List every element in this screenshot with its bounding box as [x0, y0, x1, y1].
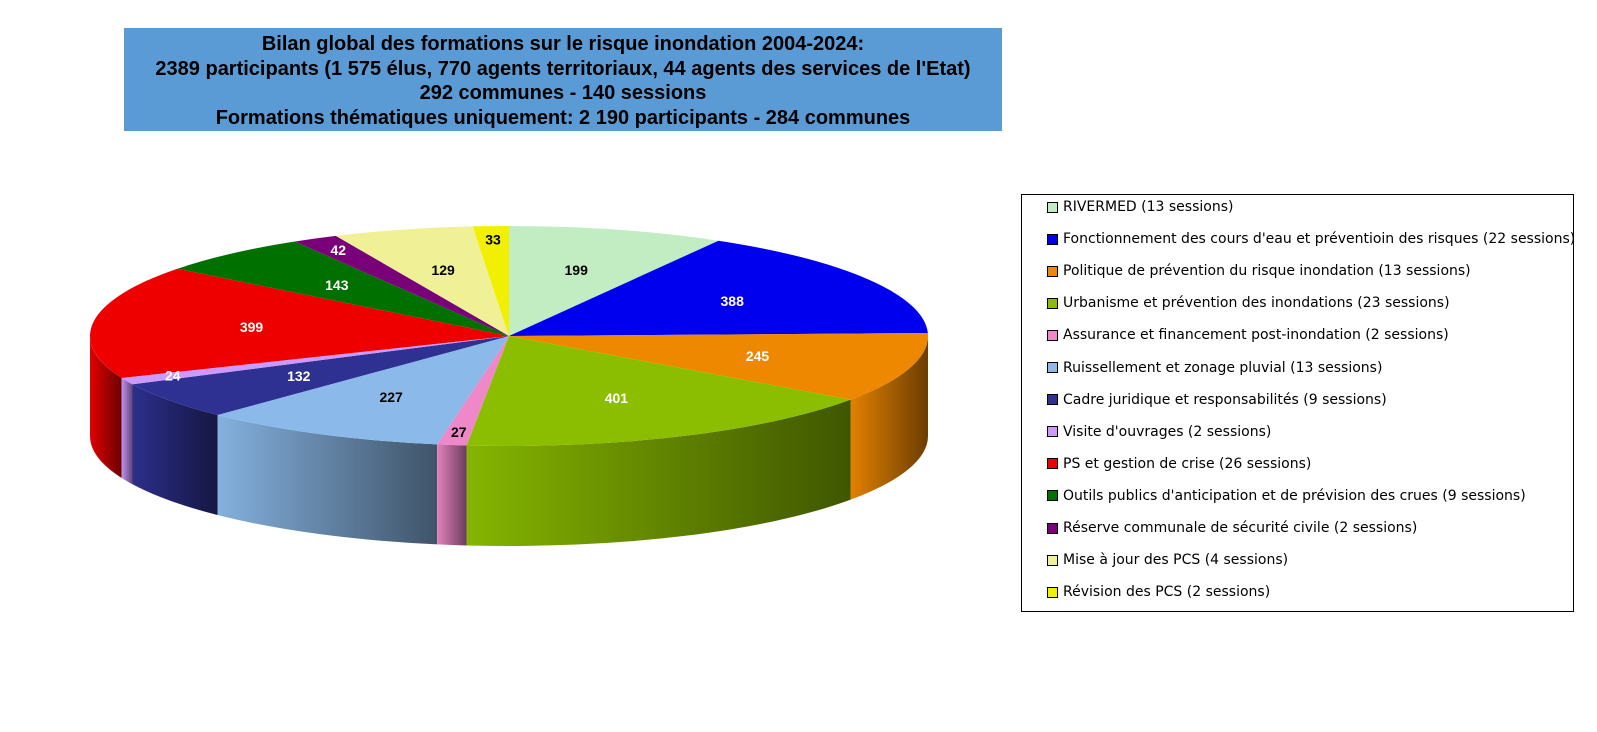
- data-label-rivermed-13-sessions: 199: [565, 262, 589, 278]
- legend-swatch: [1047, 586, 1058, 598]
- legend-item: Visite d'ouvrages (2 sessions): [1047, 422, 1271, 442]
- pie-slice-ruissellement-et-zonage-pluvial-13-sessions: [217, 336, 509, 445]
- legend-item: Mise à jour des PCS (4 sessions): [1047, 550, 1288, 570]
- pie-slice-mise-a-jour-des-pcs-4-sessions: [335, 226, 509, 336]
- pie-slice-revision-des-pcs-2-sessions: [472, 225, 509, 336]
- chart-title-line-1: Bilan global des formations sur le risqu…: [261, 33, 865, 55]
- pie-sides: [90, 336, 928, 547]
- legend-label: Mise à jour des PCS (4 sessions): [1063, 552, 1289, 569]
- pie-side-visite-d-ouvrages-2-sessions: [121, 377, 133, 485]
- legend-swatch: [1047, 362, 1058, 373]
- chart-title-line-2: 2389 participants (1 575 élus, 770 agent…: [155, 57, 971, 80]
- legend-item: Outils publics d'anticipation et de prév…: [1047, 486, 1526, 506]
- data-label-reserve-communale-de-securite-civile-2-sessions: 42: [331, 242, 347, 258]
- pie-side-ps-et-gestion-de-crise-26-sessions: [90, 336, 122, 478]
- data-label-revision-des-pcs-2-sessions: 33: [485, 231, 501, 247]
- pie-labels: 199 388 245 401 27 227 132 24 399 143 42 129 33: [165, 231, 769, 440]
- legend-label: Politique de prévention du risque inonda…: [1063, 263, 1471, 280]
- legend-swatch: [1047, 554, 1058, 566]
- chart-legend: RIVERMED (13 sessions) Fonctionnement des…: [1021, 194, 1575, 612]
- pie-slice-politique-de-prevention-du-risque-inondation-13-sessions: [509, 333, 929, 400]
- legend-swatch: [1047, 490, 1058, 502]
- legend-label: Fonctionnement des cours d'eau et préven…: [1063, 231, 1576, 248]
- chart-title-line-3: 292 communes - 140 sessions: [419, 82, 707, 104]
- legend-label: RIVERMED (13 sessions): [1063, 199, 1234, 215]
- pie-slice-visite-d-ouvrages-2-sessions: [121, 336, 509, 385]
- legend-item: Urbanisme et prévention des inondations …: [1047, 293, 1450, 313]
- legend-item: Cadre juridique et responsabilités (9 se…: [1047, 390, 1387, 410]
- legend-swatch: [1047, 458, 1058, 470]
- legend-swatch: [1047, 522, 1058, 534]
- data-label-ruissellement-et-zonage-pluvial-13-sessions: 227: [379, 389, 403, 405]
- legend-label: Ruissellement et zonage pluvial (13 sess…: [1063, 359, 1383, 376]
- legend-swatch: [1047, 426, 1058, 438]
- legend-label: PS et gestion de crise (26 sessions): [1063, 455, 1312, 472]
- chart-title-box: Bilan global des formations sur le risqu…: [124, 28, 1002, 131]
- legend-label: Urbanisme et prévention des inondations …: [1063, 295, 1450, 312]
- pie-slice-outils-publics-d-anticipation-et-de-prevision-des-crues-9-sessions: [177, 241, 509, 336]
- data-label-cadre-juridique-et-responsabilites-9-sessions: 132: [287, 368, 311, 384]
- legend-item: Ruissellement et zonage pluvial (13 sess…: [1047, 358, 1382, 378]
- legend-item: Réserve communale de sécurité civile (2 …: [1047, 518, 1417, 538]
- legend-label: Cadre juridique et responsabilités (9 se…: [1063, 391, 1387, 408]
- legend-item: RIVERMED (13 sessions): [1047, 197, 1233, 217]
- pie-slice-cadre-juridique-et-responsabilites-9-sessions: [132, 336, 509, 416]
- data-label-outils-publics-d-anticipation-et-de-prevision-des-crues-9-sessions: 143: [325, 277, 349, 293]
- legend-label: Assurance et financement post-inondation…: [1063, 327, 1449, 344]
- legend-item: Politique de prévention du risque inonda…: [1047, 261, 1471, 281]
- pie-slice-reserve-communale-de-securite-civile-2-sessions: [294, 235, 509, 336]
- pie-tops: [90, 225, 929, 447]
- pie-side-urbanisme-et-prevention-des-inondations-23-sessions: [466, 399, 851, 547]
- legend-swatch: [1047, 297, 1058, 309]
- data-label-urbanisme-et-prevention-des-inondations-23-sessions: 401: [605, 390, 629, 406]
- pie-slice-fonctionnement-des-cours-d-eau-et-preventioin-des-risques-22-sessions: [509, 240, 928, 336]
- legend-label: Réserve communale de sécurité civile (2 …: [1063, 520, 1418, 536]
- chart-title-line-4: Formations thématiques uniquement: 2 190…: [215, 106, 911, 129]
- data-label-ps-et-gestion-de-crise-26-sessions: 399: [240, 319, 264, 335]
- pie-slice-ps-et-gestion-de-crise-26-sessions: [90, 268, 509, 378]
- pie-slice-assurance-et-financement-post-inondation-2-sessions: [437, 336, 509, 446]
- legend-item: Assurance et financement post-inondation…: [1047, 325, 1449, 345]
- pie-side-ruissellement-et-zonage-pluvial-13-sessions: [217, 415, 438, 545]
- data-label-fonctionnement-des-cours-d-eau-et-preventioin-des-risques-22-sessions: 388: [721, 293, 745, 309]
- pie-slice-rivermed-13-sessions: [509, 226, 719, 336]
- legend-item: PS et gestion de crise (26 sessions): [1047, 454, 1311, 474]
- pie-slice-urbanisme-et-prevention-des-inondations-23-sessions: [466, 336, 851, 447]
- legend-label: Visite d'ouvrages (2 sessions): [1063, 423, 1272, 440]
- data-label-visite-d-ouvrages-2-sessions: 24: [165, 368, 181, 384]
- pie-side-assurance-et-financement-post-inondation-2-sessions: [437, 444, 467, 546]
- legend-swatch: [1047, 233, 1058, 245]
- data-label-politique-de-prevention-du-risque-inondation-13-sessions: 245: [746, 348, 770, 364]
- legend-item: Fonctionnement des cours d'eau et préven…: [1047, 229, 1575, 249]
- pie-side-politique-de-prevention-du-risque-inondation-13-sessions: [850, 336, 928, 500]
- legend-item: Révision des PCS (2 sessions): [1047, 582, 1270, 602]
- data-label-mise-a-jour-des-pcs-4-sessions: 129: [431, 262, 455, 278]
- legend-swatch: [1047, 394, 1058, 406]
- legend-label: Révision des PCS (2 sessions): [1063, 584, 1271, 601]
- legend-swatch: [1047, 329, 1058, 341]
- legend-swatch: [1047, 265, 1058, 277]
- data-label-assurance-et-financement-post-inondation-2-sessions: 27: [451, 424, 467, 440]
- pie-chart: 199 388 245 401 27 227 132 24 399 143 42 129 33: [90, 225, 929, 547]
- pie-side-cadre-juridique-et-responsabilites-9-sessions: [132, 384, 218, 516]
- legend-label: Outils publics d'anticipation et de prév…: [1063, 487, 1526, 504]
- legend-swatch: [1047, 201, 1058, 213]
